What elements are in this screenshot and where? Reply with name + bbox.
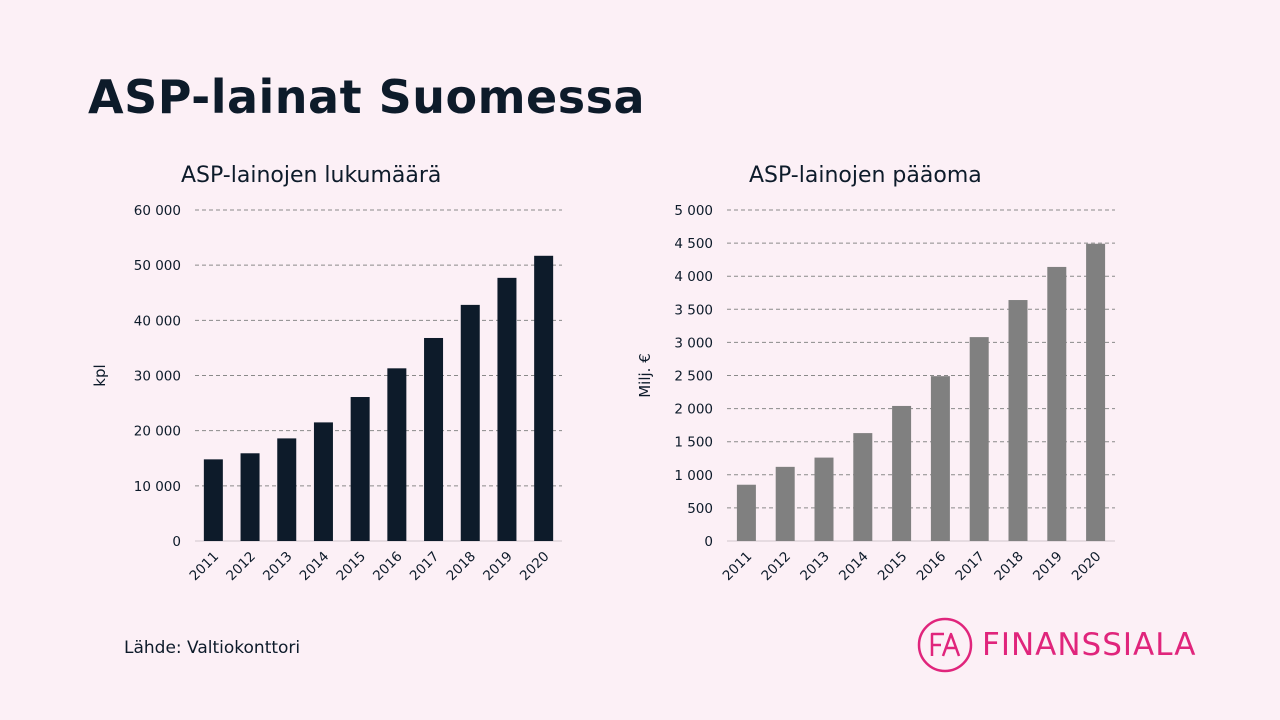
capital-ytick-label: 0 xyxy=(704,534,713,550)
source-note: Lähde: Valtiokonttori xyxy=(124,638,301,658)
capital-xtick-label: 2016 xyxy=(914,549,950,585)
capital-bar xyxy=(1047,266,1067,541)
count-bar xyxy=(534,255,554,541)
capital-ytick-label: 3 500 xyxy=(674,302,713,318)
count-chart-title: ASP-lainojen lukumäärä xyxy=(181,163,441,188)
capital-bar xyxy=(814,457,834,541)
capital-chart-title: ASP-lainojen pääoma xyxy=(749,163,982,188)
capital-ytick-label: 3 000 xyxy=(674,335,713,351)
count-ytick-label: 30 000 xyxy=(134,369,181,385)
count-bar xyxy=(240,453,260,541)
count-bar xyxy=(460,304,480,541)
capital-bar xyxy=(736,484,756,541)
chart-count: ASP-lainojen lukumäärä 0 10 000 20 000 30 00… xyxy=(90,150,580,610)
count-ytick-label: 20 000 xyxy=(134,424,181,440)
count-ylabel: kpl xyxy=(91,364,109,386)
count-bar xyxy=(277,438,297,541)
count-bar xyxy=(350,397,370,541)
capital-ytick-label: 5 000 xyxy=(674,203,713,219)
capital-ytick-label: 2 500 xyxy=(674,369,713,385)
capital-xtick-label: 2012 xyxy=(758,549,794,585)
count-ytick-label: 50 000 xyxy=(134,258,181,274)
count-bar xyxy=(313,422,333,541)
count-ytick-label: 10 000 xyxy=(134,479,181,495)
count-bar xyxy=(387,368,407,541)
capital-xtick-label: 2011 xyxy=(720,549,756,585)
count-xtick-label: 2019 xyxy=(480,549,516,585)
capital-xtick-label: 2018 xyxy=(991,549,1027,585)
capital-ytick-label: 1 500 xyxy=(674,435,713,451)
capital-xtick-label: 2020 xyxy=(1069,549,1105,585)
capital-xtick-label: 2017 xyxy=(952,549,988,585)
count-xtick-label: 2012 xyxy=(223,549,259,585)
capital-ytick-label: 4 500 xyxy=(674,236,713,252)
capital-bar xyxy=(1008,300,1028,541)
capital-bar xyxy=(1086,243,1106,541)
count-xtick-label: 2013 xyxy=(260,549,296,585)
page-title: ASP-lainat Suomessa xyxy=(88,70,646,124)
capital-bar xyxy=(930,376,950,541)
capital-bar xyxy=(892,405,912,541)
capital-xtick-label: 2013 xyxy=(797,549,833,585)
chart-capital-svg: ASP-lainojen pääoma 0 500 1 000 1 500 2 000 2 … xyxy=(636,163,1115,585)
capital-ytick-label: 4 000 xyxy=(674,269,713,285)
chart-capital: ASP-lainojen pääoma 0 500 1 000 1 500 2 000 2 … xyxy=(625,150,1135,610)
count-ytick-label: 0 xyxy=(172,534,181,550)
count-xtick-label: 2016 xyxy=(370,549,406,585)
count-xtick-label: 2017 xyxy=(407,549,443,585)
finanssiala-logo: FINANSSIALA xyxy=(916,616,1196,674)
count-ytick-label: 60 000 xyxy=(134,203,181,219)
finanssiala-logo-text: FINANSSIALA xyxy=(982,627,1197,663)
capital-ytick-label: 500 xyxy=(687,501,713,517)
capital-bar xyxy=(775,466,795,541)
count-bar xyxy=(424,337,444,541)
capital-ytick-label: 1 000 xyxy=(674,468,713,484)
count-xtick-label: 2015 xyxy=(333,549,369,585)
count-xtick-label: 2020 xyxy=(517,549,553,585)
finanssiala-logo-mark xyxy=(917,617,973,673)
count-xtick-label: 2018 xyxy=(443,549,479,585)
capital-ytick-label: 2 000 xyxy=(674,402,713,418)
count-xtick-label: 2014 xyxy=(297,549,333,585)
count-ytick-label: 40 000 xyxy=(134,313,181,329)
chart-count-svg: ASP-lainojen lukumäärä 0 10 000 20 000 30 00… xyxy=(91,163,562,585)
capital-xtick-label: 2014 xyxy=(836,549,872,585)
count-bar xyxy=(203,459,223,541)
capital-ylabel: Milj. € xyxy=(636,353,654,398)
capital-bar xyxy=(853,433,873,541)
count-xtick-label: 2011 xyxy=(187,549,223,585)
count-bar xyxy=(497,277,517,541)
capital-xtick-label: 2015 xyxy=(875,549,911,585)
capital-xtick-label: 2019 xyxy=(1030,549,1066,585)
capital-bar xyxy=(969,337,989,541)
